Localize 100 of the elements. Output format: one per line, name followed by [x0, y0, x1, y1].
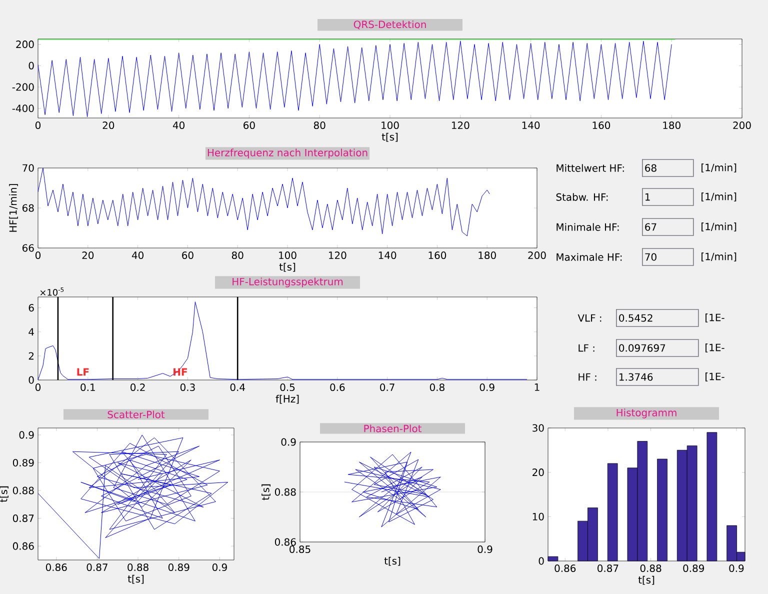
text: 70	[645, 253, 656, 261]
x-tick-label: 0	[35, 383, 41, 392]
x-tick-label: 80	[314, 121, 326, 130]
chart-title: Phasen-Plot	[364, 424, 422, 432]
y-tick-label: -400	[12, 104, 34, 112]
y-axis-title: t[s]	[262, 484, 270, 500]
x-tick-label: 0.8	[430, 383, 444, 392]
x-tick-label: 0	[35, 121, 41, 130]
chart-title: QRS-Detektion	[354, 20, 426, 30]
x-tick-label: 0.6	[330, 383, 345, 392]
text: 1.3746	[620, 373, 653, 381]
x-tick-label: 0.88	[128, 563, 148, 572]
x-tick-label: 0.86	[46, 563, 67, 572]
text: [1/min]	[702, 164, 736, 172]
line-series	[38, 168, 490, 236]
x-tick-label: 40	[132, 251, 144, 260]
line-series	[344, 452, 441, 528]
x-tick-label: 180	[478, 251, 496, 260]
text: Maximale HF:	[556, 253, 622, 261]
x-tick-label: 200	[733, 121, 751, 130]
text: [1/min]	[702, 252, 736, 262]
chart-title: Histogramm	[616, 408, 676, 418]
x-tick-label: 80	[232, 251, 244, 260]
x-tick-label: 1	[534, 384, 540, 391]
text: 0.097697	[619, 344, 666, 352]
x-tick-label: 0.2	[130, 383, 145, 392]
text: [1E-	[706, 344, 724, 352]
line-series	[38, 434, 228, 559]
text: 68	[645, 164, 656, 172]
line-series	[38, 40, 672, 118]
y-tick-label: 0	[28, 376, 34, 384]
x-axis-title: t[s]	[279, 262, 296, 272]
y-tick-label: 30	[532, 424, 544, 432]
text: [1E-	[706, 372, 724, 382]
x-tick-label: 0.4	[230, 383, 245, 392]
annotation: LF	[77, 368, 89, 376]
text: 1	[645, 193, 650, 201]
x-tick-label: 120	[328, 251, 346, 260]
x-tick-label: 160	[428, 251, 446, 260]
y-tick-label: 0.9	[19, 431, 34, 439]
x-tick-label: 0.7	[380, 383, 394, 392]
y-tick-label: 70	[22, 164, 34, 172]
y-axis-title: t[s]	[0, 486, 8, 502]
x-tick-label: 20	[102, 121, 114, 130]
y-tick-label: 200	[16, 40, 34, 48]
x-tick-label: 160	[592, 121, 610, 130]
y-tick-label: 0.87	[12, 514, 34, 522]
x-tick-label: 0.87	[86, 563, 108, 572]
x-tick-label: 0.89	[168, 563, 190, 572]
x-tick-label: 0.9	[480, 383, 494, 392]
x-tick-label: 140	[378, 251, 396, 260]
y-axis-title: HF[1/min]	[9, 184, 18, 232]
x-tick-label: 0.1	[80, 383, 95, 392]
y-tick-label: 0	[538, 557, 544, 565]
text: Minimale HF:	[556, 223, 619, 231]
text: ×10$^{-5}$	[40, 287, 64, 296]
x-tick-label: 60	[182, 251, 194, 260]
line-series	[38, 302, 528, 380]
text: 0.5452	[619, 314, 652, 322]
y-tick-label: 0.89	[12, 458, 34, 466]
y-tick-label: 0.86	[274, 538, 296, 546]
x-tick-label: 0.5	[280, 383, 295, 392]
x-tick-label: 0.3	[180, 383, 195, 392]
x-tick-label: 20	[82, 251, 94, 260]
x-tick-label: 0.88	[640, 564, 662, 572]
y-tick-label: 10	[532, 512, 544, 520]
text: [1E-	[706, 314, 724, 322]
x-axis-title: t[s]	[128, 574, 144, 584]
y-tick-label: 0.88	[12, 486, 34, 494]
text: Stabw. HF:	[556, 193, 608, 201]
y-tick-label: 6	[28, 304, 34, 312]
y-tick-label: -200	[12, 83, 34, 91]
text: VLF :	[578, 314, 602, 322]
x-axis-title: t[s]	[382, 132, 398, 142]
x-tick-label: 0.9	[729, 564, 744, 572]
x-tick-label: 0	[35, 251, 41, 260]
x-tick-label: 120	[452, 121, 470, 130]
x-tick-label: 180	[663, 121, 680, 130]
x-axis-title: t[s]	[638, 576, 654, 585]
x-axis-title: f[Hz]	[276, 394, 299, 404]
y-tick-label: 0.88	[274, 488, 296, 496]
x-tick-label: 0.85	[290, 545, 310, 554]
text: [1/min]	[702, 192, 736, 202]
y-tick-label: 0	[28, 62, 34, 70]
y-tick-label: 0.9	[281, 438, 296, 446]
x-tick-label: 100	[382, 121, 399, 130]
text: HF :	[578, 373, 596, 381]
y-tick-label: 68	[22, 204, 34, 212]
chart-title: HF-Leistungsspektrum	[232, 278, 343, 288]
x-tick-label: 0.89	[683, 564, 704, 572]
x-tick-label: 140	[522, 121, 540, 130]
text: [1/min]	[702, 222, 736, 232]
text: Mittelwert HF:	[556, 164, 624, 172]
x-tick-label: 60	[244, 121, 255, 130]
y-tick-label: 4	[28, 328, 34, 336]
x-tick-label: 40	[172, 121, 184, 130]
y-tick-label: 66	[22, 244, 34, 252]
x-tick-label: 0.9	[212, 563, 227, 572]
chart-title: Herzfrequenz nach Interpolation	[208, 148, 368, 158]
y-tick-label: 2	[28, 352, 34, 360]
